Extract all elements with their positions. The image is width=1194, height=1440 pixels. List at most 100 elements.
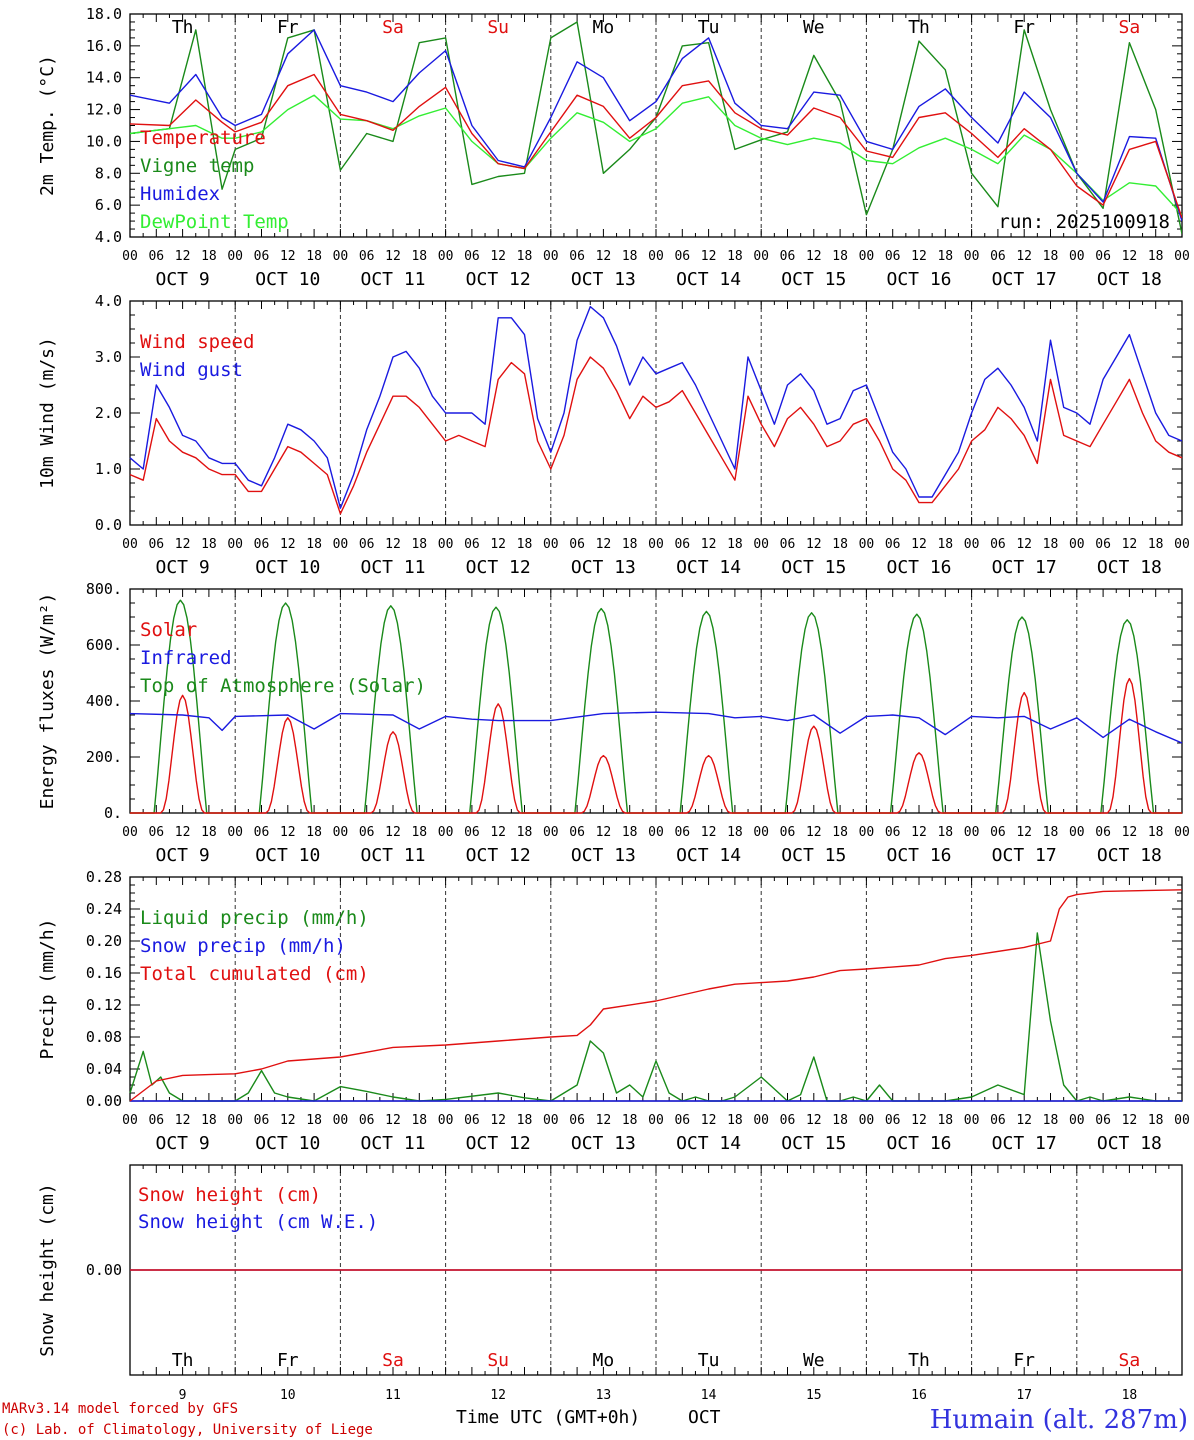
hour-label: 00: [227, 825, 243, 840]
day-abbr-label: We: [803, 1350, 825, 1371]
y-tick-label: 4.0: [95, 228, 122, 246]
hour-label: 12: [490, 249, 506, 264]
station-label: Humain (alt. 287m): [930, 1405, 1188, 1435]
date-label: OCT 10: [255, 557, 320, 578]
hour-label: 06: [148, 825, 164, 840]
hour-label: 18: [622, 249, 638, 264]
y-tick-label: 0.00: [86, 1261, 122, 1279]
date-label: OCT 15: [781, 845, 846, 866]
day-abbr-label: Th: [908, 17, 930, 38]
day-abbr-label: Fr: [1013, 1350, 1035, 1371]
hour-label: 12: [280, 825, 296, 840]
hour-label: 06: [674, 537, 690, 552]
hour-label: 06: [569, 249, 585, 264]
hour-label: 00: [438, 249, 454, 264]
hour-label: 18: [727, 1113, 743, 1128]
hour-label: 18: [201, 1113, 217, 1128]
date-label: OCT 13: [571, 557, 636, 578]
y-tick-label: 400.: [86, 692, 122, 710]
hour-label: 18: [937, 825, 953, 840]
date-label: OCT 13: [571, 845, 636, 866]
hour-label: 00: [227, 249, 243, 264]
legend-entry: Solar: [140, 619, 197, 641]
hour-label: 12: [701, 249, 717, 264]
hour-label: 06: [885, 249, 901, 264]
day-number-label: 14: [701, 1388, 717, 1403]
hour-label: 06: [569, 825, 585, 840]
hour-label: 12: [911, 825, 927, 840]
hour-label: 00: [122, 537, 138, 552]
hour-label: 00: [333, 537, 349, 552]
y-tick-label: 0.16: [86, 964, 122, 982]
y-tick-label: 14.0: [86, 69, 122, 87]
hour-label: 00: [227, 1113, 243, 1128]
lab-credit: (c) Lab. of Climatology, University of L…: [2, 1422, 373, 1438]
hour-label: 00: [648, 249, 664, 264]
day-number-label: 18: [1122, 1388, 1138, 1403]
date-label: OCT 15: [781, 1133, 846, 1154]
temp-series: [130, 21, 1182, 234]
date-label: OCT 12: [466, 845, 531, 866]
y-tick-label: 6.0: [95, 196, 122, 214]
hour-label: 18: [727, 825, 743, 840]
hour-label: 00: [333, 1113, 349, 1128]
hour-label: 06: [254, 249, 270, 264]
date-label: OCT 9: [156, 1133, 210, 1154]
snow-series: 0.00: [86, 1261, 1182, 1279]
y-tick-label: 0.20: [86, 932, 122, 950]
hour-label: 12: [490, 537, 506, 552]
day-abbr-label: Sa: [1119, 17, 1141, 38]
date-label: OCT 15: [781, 557, 846, 578]
hour-label: 18: [832, 249, 848, 264]
day-abbr-label: Sa: [382, 1350, 404, 1371]
date-label: OCT 16: [886, 269, 951, 290]
date-label: OCT 14: [676, 1133, 741, 1154]
hour-label: 18: [622, 1113, 638, 1128]
date-label: OCT 17: [992, 845, 1057, 866]
hour-label: 00: [1069, 825, 1085, 840]
hour-label: 12: [1016, 249, 1032, 264]
hour-label: 00: [333, 825, 349, 840]
legend-entry: Snow precip (mm/h): [140, 935, 346, 957]
date-label: OCT 14: [676, 269, 741, 290]
hour-label: 06: [359, 537, 375, 552]
hour-label: 12: [806, 537, 822, 552]
hour-label: 18: [517, 1113, 533, 1128]
run-annotation: run: 2025100918: [998, 211, 1170, 233]
date-label: OCT 17: [992, 1133, 1057, 1154]
hour-label: 06: [1095, 825, 1111, 840]
date-label: OCT 10: [255, 269, 320, 290]
hour-label: 06: [148, 1113, 164, 1128]
hour-label: 12: [1016, 537, 1032, 552]
y-tick-label: 0.00: [86, 1092, 122, 1110]
time-axis-label: Time UTC (GMT+0h): [456, 1407, 640, 1428]
legend-entry: Wind gust: [140, 359, 243, 381]
hour-label: 06: [990, 1113, 1006, 1128]
date-label: OCT 15: [781, 269, 846, 290]
hour-label: 18: [727, 537, 743, 552]
hour-label: 12: [911, 1113, 927, 1128]
date-label: OCT 9: [156, 845, 210, 866]
day-number-label: 9: [179, 1388, 187, 1403]
hour-label: 00: [964, 249, 980, 264]
hour-label: 06: [780, 249, 796, 264]
hour-label: 00: [753, 249, 769, 264]
y-tick-label: 200.: [86, 748, 122, 766]
hour-label: 06: [359, 825, 375, 840]
y-tick-label: 18.0: [86, 5, 122, 23]
hour-label: 18: [411, 1113, 427, 1128]
hour-label: 18: [1043, 825, 1059, 840]
hour-label: 06: [254, 537, 270, 552]
hour-label: 00: [333, 249, 349, 264]
day-abbr-label: Sa: [1119, 1350, 1141, 1371]
hour-label: 00: [648, 1113, 664, 1128]
hour-label: 00: [964, 1113, 980, 1128]
hour-label: 12: [911, 537, 927, 552]
hour-label: 00: [438, 825, 454, 840]
hour-label: 12: [385, 249, 401, 264]
day-abbr-label: Su: [487, 1350, 509, 1371]
legend-entry: DewPoint Temp: [140, 211, 289, 233]
date-label: OCT 16: [886, 1133, 951, 1154]
panel-energy: 0. 200. 400. 600. 800. Energy fluxes (W/m²) 00…: [37, 580, 1190, 866]
